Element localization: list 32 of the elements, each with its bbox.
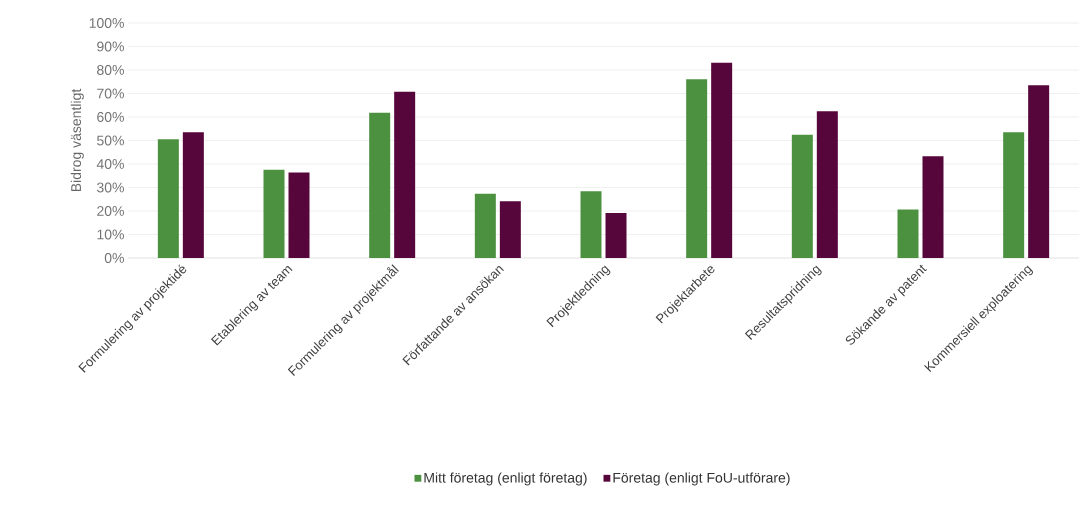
- y-tick-label: 20%: [97, 206, 124, 216]
- y-tick-label: 80%: [97, 65, 124, 75]
- y-tick-label: 0%: [104, 253, 124, 263]
- bar: [499, 201, 521, 258]
- bar: [686, 79, 708, 258]
- bar: [1028, 85, 1050, 258]
- legend-label: Mitt företag (enligt företag): [424, 472, 587, 486]
- bar: [288, 172, 310, 258]
- bar: [791, 134, 813, 258]
- bar: [922, 156, 944, 258]
- bar: [1003, 132, 1025, 258]
- bar: [182, 132, 204, 258]
- y-tick-label: 50%: [97, 135, 124, 146]
- y-tick-label: 90%: [97, 41, 124, 52]
- bar: [394, 91, 416, 258]
- y-tick-label: 10%: [97, 229, 124, 240]
- bar: [816, 111, 838, 258]
- y-tick-label: 60%: [97, 112, 124, 122]
- y-tick-label: 100%: [89, 18, 124, 28]
- bar: [369, 112, 391, 258]
- bar: [897, 209, 919, 258]
- bar: [711, 62, 733, 258]
- bar: [263, 169, 285, 258]
- y-tick-label: 40%: [96, 159, 124, 169]
- bar: [605, 213, 627, 258]
- y-axis-title: Bidrog väsentligt: [70, 88, 84, 192]
- bar: [580, 191, 602, 258]
- y-tick-label: 30%: [96, 182, 124, 193]
- bar: [157, 139, 179, 258]
- legend-label: Företag (enligt FoU-utförare): [613, 472, 790, 486]
- y-tick-label: 70%: [97, 88, 124, 99]
- bar: [474, 193, 496, 258]
